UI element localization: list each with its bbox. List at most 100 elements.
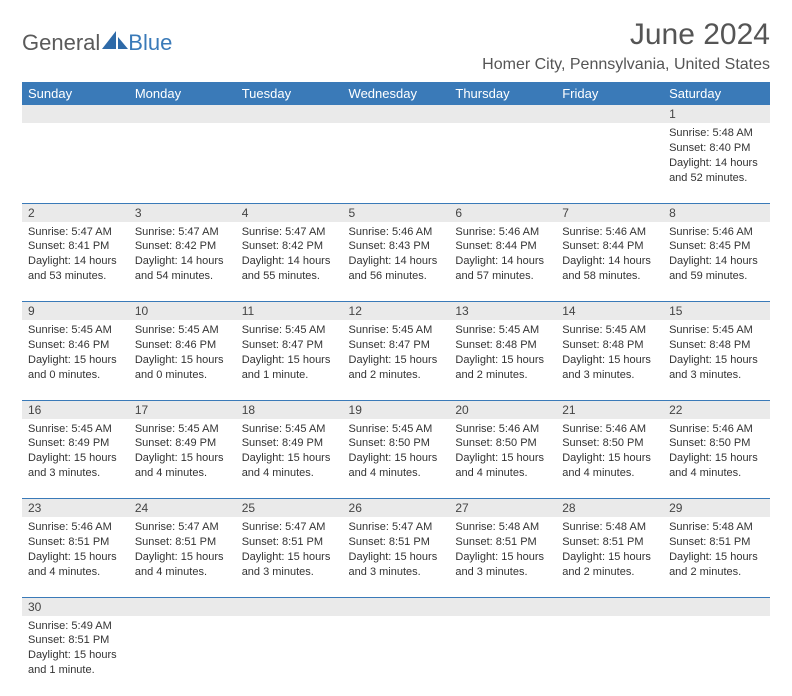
- day-cell: [343, 616, 450, 696]
- brand-text-blue: Blue: [128, 30, 172, 56]
- day-cell: [236, 123, 343, 203]
- sunrise-text: Sunrise: 5:45 AM: [242, 323, 337, 338]
- sunset-text: Sunset: 8:50 PM: [349, 436, 444, 451]
- day-number: 30: [22, 597, 129, 616]
- daylight2-text: and 53 minutes.: [28, 269, 123, 284]
- sunrise-text: Sunrise: 5:45 AM: [455, 323, 550, 338]
- sunset-text: Sunset: 8:50 PM: [562, 436, 657, 451]
- daylight1-text: Daylight: 15 hours: [135, 550, 230, 565]
- sunset-text: Sunset: 8:51 PM: [135, 535, 230, 550]
- day-cell-body: Sunrise: 5:45 AMSunset: 8:49 PMDaylight:…: [129, 419, 236, 487]
- sunset-text: Sunset: 8:41 PM: [28, 239, 123, 254]
- daylight1-text: Daylight: 15 hours: [135, 353, 230, 368]
- daynum-row: 1: [22, 105, 770, 123]
- daylight2-text: and 3 minutes.: [349, 565, 444, 580]
- sunrise-text: Sunrise: 5:45 AM: [349, 323, 444, 338]
- day-number: 26: [343, 499, 450, 518]
- daylight2-text: and 58 minutes.: [562, 269, 657, 284]
- daylight2-text: and 3 minutes.: [455, 565, 550, 580]
- day-cell: Sunrise: 5:47 AMSunset: 8:41 PMDaylight:…: [22, 222, 129, 302]
- daylight2-text: and 2 minutes.: [455, 368, 550, 383]
- day-cell-body: Sunrise: 5:46 AMSunset: 8:50 PMDaylight:…: [663, 419, 770, 487]
- daylight1-text: Daylight: 15 hours: [669, 353, 764, 368]
- day-cell: Sunrise: 5:48 AMSunset: 8:40 PMDaylight:…: [663, 123, 770, 203]
- sunset-text: Sunset: 8:51 PM: [28, 535, 123, 550]
- sunset-text: Sunset: 8:44 PM: [562, 239, 657, 254]
- day-cell: Sunrise: 5:47 AMSunset: 8:51 PMDaylight:…: [129, 517, 236, 597]
- day-cell: Sunrise: 5:46 AMSunset: 8:44 PMDaylight:…: [449, 222, 556, 302]
- day-cell: Sunrise: 5:48 AMSunset: 8:51 PMDaylight:…: [556, 517, 663, 597]
- day-cell: Sunrise: 5:45 AMSunset: 8:47 PMDaylight:…: [343, 320, 450, 400]
- sunrise-text: Sunrise: 5:45 AM: [562, 323, 657, 338]
- daylight1-text: Daylight: 14 hours: [669, 156, 764, 171]
- day-cell-body: Sunrise: 5:45 AMSunset: 8:50 PMDaylight:…: [343, 419, 450, 487]
- day-cell-body: Sunrise: 5:45 AMSunset: 8:47 PMDaylight:…: [236, 320, 343, 388]
- day-cell: Sunrise: 5:47 AMSunset: 8:51 PMDaylight:…: [236, 517, 343, 597]
- daylight2-text: and 4 minutes.: [349, 466, 444, 481]
- week-row: Sunrise: 5:45 AMSunset: 8:46 PMDaylight:…: [22, 320, 770, 400]
- weekday-thursday: Thursday: [449, 82, 556, 105]
- day-number: 23: [22, 499, 129, 518]
- daylight2-text: and 4 minutes.: [562, 466, 657, 481]
- day-number: 1: [663, 105, 770, 123]
- day-number: 21: [556, 400, 663, 419]
- week-row: Sunrise: 5:46 AMSunset: 8:51 PMDaylight:…: [22, 517, 770, 597]
- daylight1-text: Daylight: 15 hours: [455, 451, 550, 466]
- daylight2-text: and 2 minutes.: [349, 368, 444, 383]
- daynum-row: 9101112131415: [22, 302, 770, 321]
- day-cell: Sunrise: 5:46 AMSunset: 8:50 PMDaylight:…: [449, 419, 556, 499]
- day-cell: [449, 616, 556, 696]
- day-cell: Sunrise: 5:45 AMSunset: 8:47 PMDaylight:…: [236, 320, 343, 400]
- sunrise-text: Sunrise: 5:48 AM: [455, 520, 550, 535]
- daylight1-text: Daylight: 14 hours: [349, 254, 444, 269]
- day-cell: [556, 616, 663, 696]
- day-cell: Sunrise: 5:45 AMSunset: 8:48 PMDaylight:…: [663, 320, 770, 400]
- sunrise-text: Sunrise: 5:46 AM: [562, 422, 657, 437]
- daylight1-text: Daylight: 14 hours: [242, 254, 337, 269]
- day-number: 11: [236, 302, 343, 321]
- daylight2-text: and 0 minutes.: [28, 368, 123, 383]
- page-header: General Blue June 2024 Homer City, Penns…: [22, 18, 770, 74]
- sunrise-text: Sunrise: 5:46 AM: [455, 422, 550, 437]
- sunrise-text: Sunrise: 5:46 AM: [455, 225, 550, 240]
- day-cell: [663, 616, 770, 696]
- sunrise-text: Sunrise: 5:47 AM: [242, 225, 337, 240]
- day-cell: [449, 123, 556, 203]
- day-cell: Sunrise: 5:45 AMSunset: 8:49 PMDaylight:…: [22, 419, 129, 499]
- day-cell-body: Sunrise: 5:47 AMSunset: 8:42 PMDaylight:…: [236, 222, 343, 290]
- sunset-text: Sunset: 8:51 PM: [349, 535, 444, 550]
- location-label: Homer City, Pennsylvania, United States: [482, 56, 770, 74]
- sunrise-text: Sunrise: 5:45 AM: [135, 422, 230, 437]
- day-cell-body: Sunrise: 5:45 AMSunset: 8:46 PMDaylight:…: [129, 320, 236, 388]
- sunset-text: Sunset: 8:50 PM: [669, 436, 764, 451]
- day-cell-body: Sunrise: 5:45 AMSunset: 8:49 PMDaylight:…: [236, 419, 343, 487]
- day-cell-body: Sunrise: 5:49 AMSunset: 8:51 PMDaylight:…: [22, 616, 129, 684]
- weekday-sunday: Sunday: [22, 82, 129, 105]
- day-cell: Sunrise: 5:46 AMSunset: 8:50 PMDaylight:…: [663, 419, 770, 499]
- sunrise-text: Sunrise: 5:46 AM: [349, 225, 444, 240]
- day-number: [556, 597, 663, 616]
- month-title: June 2024: [482, 18, 770, 52]
- daylight1-text: Daylight: 15 hours: [242, 353, 337, 368]
- sunrise-text: Sunrise: 5:46 AM: [669, 225, 764, 240]
- daylight2-text: and 3 minutes.: [669, 368, 764, 383]
- day-cell: Sunrise: 5:45 AMSunset: 8:49 PMDaylight:…: [129, 419, 236, 499]
- day-cell: Sunrise: 5:45 AMSunset: 8:49 PMDaylight:…: [236, 419, 343, 499]
- day-number: 22: [663, 400, 770, 419]
- day-cell: Sunrise: 5:46 AMSunset: 8:50 PMDaylight:…: [556, 419, 663, 499]
- day-cell: [343, 123, 450, 203]
- day-cell-body: Sunrise: 5:45 AMSunset: 8:49 PMDaylight:…: [22, 419, 129, 487]
- sunrise-text: Sunrise: 5:45 AM: [242, 422, 337, 437]
- day-number: 14: [556, 302, 663, 321]
- daylight1-text: Daylight: 14 hours: [455, 254, 550, 269]
- day-cell: Sunrise: 5:49 AMSunset: 8:51 PMDaylight:…: [22, 616, 129, 696]
- daylight1-text: Daylight: 15 hours: [669, 550, 764, 565]
- daylight2-text: and 3 minutes.: [28, 466, 123, 481]
- daylight1-text: Daylight: 15 hours: [349, 353, 444, 368]
- day-cell: Sunrise: 5:45 AMSunset: 8:48 PMDaylight:…: [449, 320, 556, 400]
- sunset-text: Sunset: 8:51 PM: [669, 535, 764, 550]
- brand-logo: General Blue: [22, 30, 172, 56]
- sunset-text: Sunset: 8:47 PM: [349, 338, 444, 353]
- sunrise-text: Sunrise: 5:46 AM: [28, 520, 123, 535]
- day-number: [129, 597, 236, 616]
